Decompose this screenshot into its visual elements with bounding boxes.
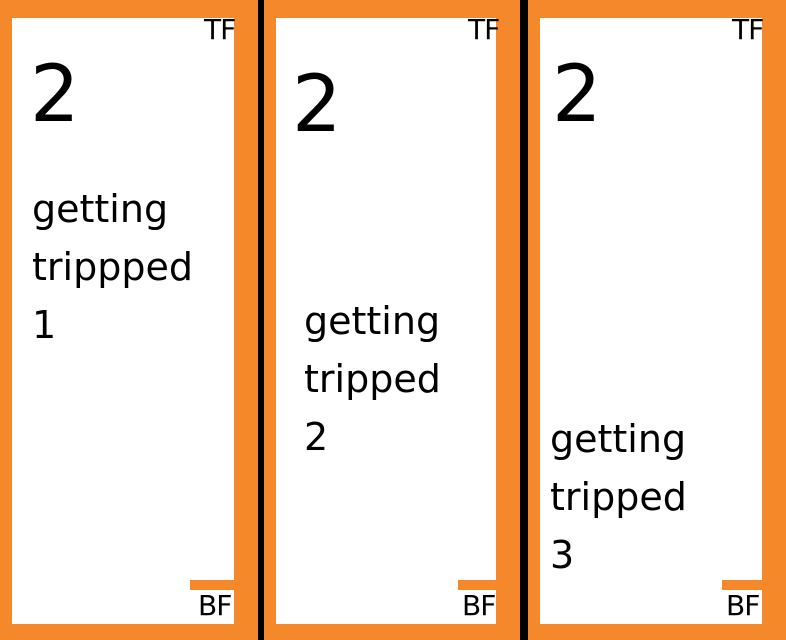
card-3-corner-top-deco bbox=[718, 10, 772, 18]
card-1: TF BF 2 getting trippped 1 bbox=[0, 0, 258, 640]
card-1-text: getting trippped 1 bbox=[32, 180, 193, 354]
card-3-line-1: getting bbox=[550, 417, 687, 461]
card-2-line-1: getting bbox=[304, 299, 441, 343]
card-3: TF BF 2 getting tripped 3 bbox=[528, 0, 786, 640]
card-3-line-2: tripped bbox=[550, 475, 687, 519]
card-1-face bbox=[12, 18, 236, 624]
card-2-face bbox=[276, 18, 498, 624]
card-3-line-3: 3 bbox=[550, 533, 575, 577]
card-2-corner-bottom-deco bbox=[458, 580, 508, 590]
card-1-line-1: getting bbox=[32, 187, 169, 231]
card-2-bottom-corner-label: BF bbox=[462, 589, 496, 622]
card-3-top-corner-label: TF bbox=[732, 13, 764, 46]
card-2-top-corner-label: TF bbox=[468, 13, 500, 46]
card-3-number: 2 bbox=[552, 50, 602, 140]
card-1-line-2: trippped bbox=[32, 245, 193, 289]
card-1-top-corner-label: TF bbox=[204, 13, 236, 46]
card-1-corner-bottom-deco bbox=[190, 580, 240, 590]
card-3-corner-bottom-deco bbox=[722, 580, 772, 590]
card-3-text: getting tripped 3 bbox=[550, 410, 687, 584]
card-1-line-3: 1 bbox=[32, 303, 57, 347]
card-2: TF BF 2 getting tripped 2 bbox=[264, 0, 520, 640]
card-2-corner-top-deco bbox=[454, 10, 508, 18]
card-2-number: 2 bbox=[292, 60, 342, 150]
card-3-bottom-corner-label: BF bbox=[726, 589, 760, 622]
card-1-bottom-corner-label: BF bbox=[198, 589, 232, 622]
card-2-line-2: tripped bbox=[304, 357, 441, 401]
card-2-line-3: 2 bbox=[304, 415, 329, 459]
card-2-text: getting tripped 2 bbox=[304, 292, 441, 466]
card-1-number: 2 bbox=[30, 50, 80, 140]
card-1-corner-top-deco bbox=[190, 10, 244, 18]
card-3-face bbox=[540, 18, 764, 624]
